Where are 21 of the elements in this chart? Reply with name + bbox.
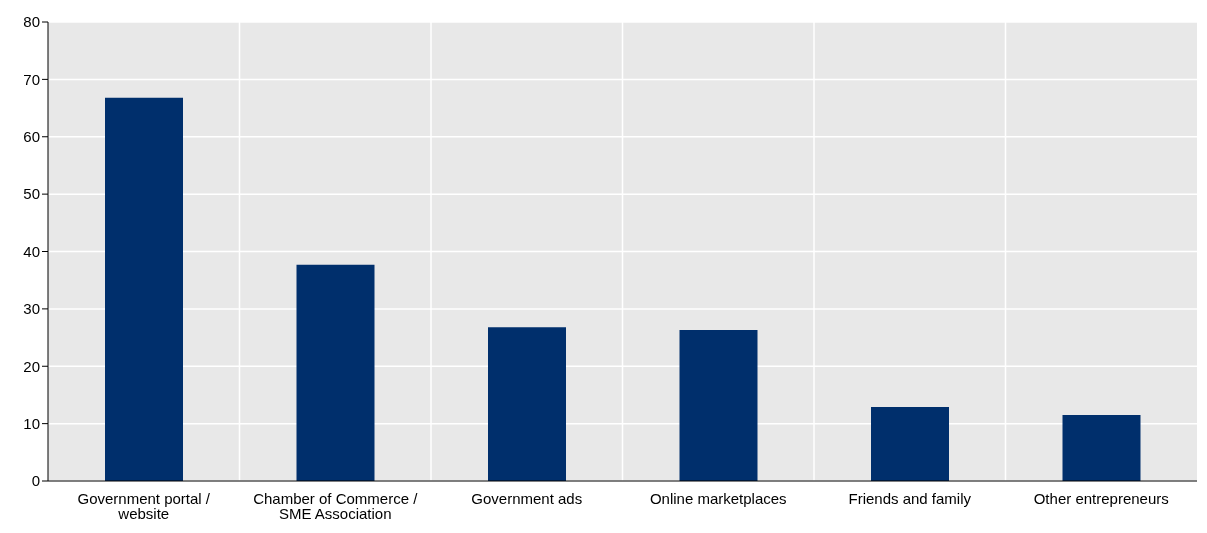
x-tick-label: Other entrepreneurs xyxy=(1033,489,1169,507)
y-tick-label: 80 xyxy=(23,13,40,31)
y-tick-label: 70 xyxy=(23,70,40,88)
x-tick-label: Chamber of Commerce / SME Association xyxy=(253,489,419,522)
y-tick-label: 50 xyxy=(23,185,40,203)
bar xyxy=(296,264,375,481)
x-tick-label: Government ads xyxy=(471,489,583,507)
x-tick-label: Government portal / website xyxy=(77,489,211,522)
bar xyxy=(105,97,183,481)
bar xyxy=(679,330,758,481)
x-tick-label: Online marketplaces xyxy=(649,489,787,507)
y-tick-label: 0 xyxy=(31,472,40,490)
y-tick-label: 20 xyxy=(23,357,40,375)
y-tick-label: 60 xyxy=(23,128,40,146)
y-tick-label: 10 xyxy=(23,414,40,432)
bar xyxy=(1062,415,1141,481)
bar xyxy=(488,327,566,481)
bar xyxy=(871,406,949,481)
y-tick-label: 40 xyxy=(23,242,40,260)
x-tick-label: Friends and family xyxy=(848,489,972,507)
y-tick-label: 30 xyxy=(23,300,40,318)
